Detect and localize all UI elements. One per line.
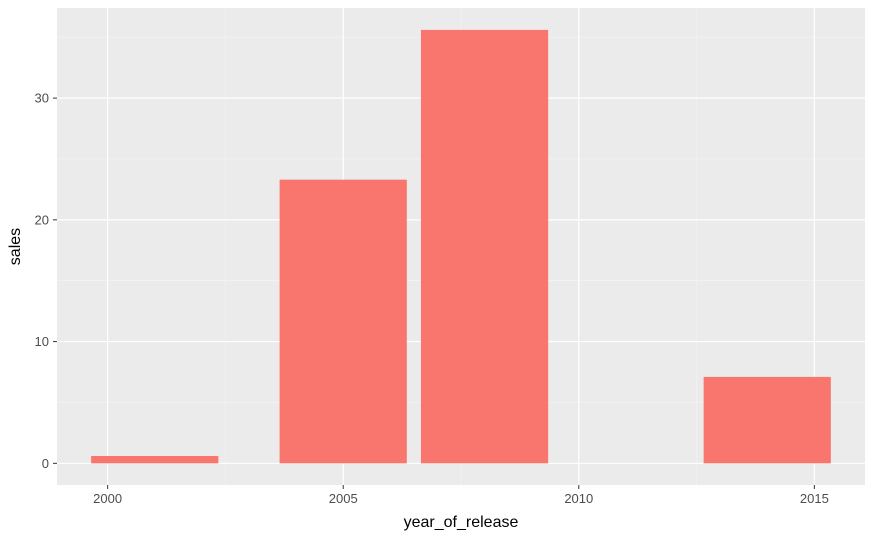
y-tick-label: 30	[35, 91, 49, 106]
x-axis-title: year_of_release	[404, 514, 519, 531]
bar	[279, 179, 407, 464]
bar	[420, 29, 549, 464]
y-tick-label: 10	[35, 334, 49, 349]
y-axis-title: sales	[7, 228, 24, 265]
x-tick-label: 2010	[564, 491, 593, 506]
x-tick-label: 2000	[93, 491, 122, 506]
x-tick-label: 2005	[329, 491, 358, 506]
bar	[91, 456, 219, 464]
x-tick-label: 2015	[800, 491, 829, 506]
y-tick-label: 0	[42, 456, 49, 471]
bars	[91, 29, 831, 464]
y-axis: 0 10 20 30	[35, 91, 57, 471]
y-tick-label: 20	[35, 212, 49, 227]
x-axis: 2000 2005 2010 2015	[93, 485, 829, 506]
bar	[703, 376, 831, 464]
